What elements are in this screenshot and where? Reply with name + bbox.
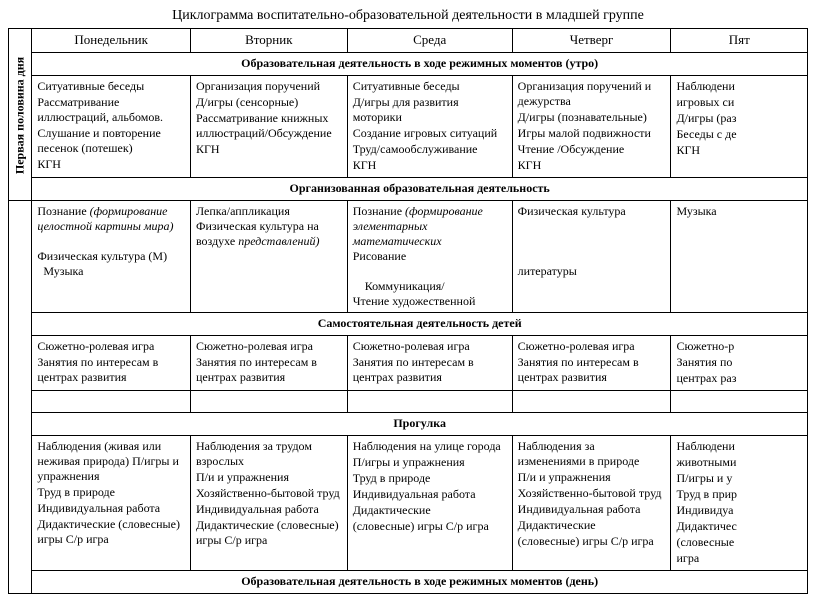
section4-header-row: Прогулка (9, 413, 808, 436)
day-wed: Среда (347, 29, 512, 53)
vertical-label: Первая половина дня (13, 55, 28, 173)
r4-tue: Наблюдения за трудом взрослыхП/и и упраж… (190, 436, 347, 571)
day-fri: Пят (671, 29, 808, 53)
r2-tue: Лепка/аппликацияФизическая культура на в… (190, 201, 347, 313)
row4: Наблюдения (живая или неживая природа) П… (9, 436, 808, 571)
r3-mon: Сюжетно-ролевая играЗанятия по интересам… (32, 336, 191, 391)
section3-header-row: Самостоятельная деятельность детей (9, 313, 808, 336)
section1-header-row: Образовательная деятельность в ходе режи… (9, 53, 808, 76)
section5-header: Образовательная деятельность в ходе режи… (32, 571, 808, 594)
spacer (9, 391, 808, 413)
spacer-cell (347, 391, 512, 413)
spacer-cell (512, 391, 671, 413)
section4-header: Прогулка (32, 413, 808, 436)
day-mon: Понедельник (32, 29, 191, 53)
section2-header: Организованная образовательная деятельно… (32, 178, 808, 201)
spacer-cell (32, 391, 191, 413)
r3-wed: Сюжетно-ролевая играЗанятия по интересам… (347, 336, 512, 391)
r4-wed: Наблюдения на улице городаП/игры и упраж… (347, 436, 512, 571)
spacer-cell (190, 391, 347, 413)
r3-fri: Сюжетно-рЗанятия поцентрах раз (671, 336, 808, 391)
r1-mon: Ситуативные беседыРассматривание иллюстр… (32, 76, 191, 178)
r2-mon: Познание (формирование целостной картины… (32, 201, 191, 313)
section5-header-row: Образовательная деятельность в ходе режи… (9, 571, 808, 594)
r4-thu: Наблюдения за изменениями в природеП/и и… (512, 436, 671, 571)
r1-thu: Организация поручений и дежурстваД/игры … (512, 76, 671, 178)
header-row: Первая половина дня Понедельник Вторник … (9, 29, 808, 53)
spacer-cell (671, 391, 808, 413)
r1-fri: Наблюдениигровых сиД/игры (разБеседы с д… (671, 76, 808, 178)
r4-mon: Наблюдения (живая или неживая природа) П… (32, 436, 191, 571)
row1: Ситуативные беседыРассматривание иллюстр… (9, 76, 808, 178)
schedule-table: Первая половина дня Понедельник Вторник … (8, 28, 808, 594)
page-title: Циклограмма воспитательно-образовательно… (8, 8, 808, 24)
day-tue: Вторник (190, 29, 347, 53)
r3-thu: Сюжетно-ролевая играЗанятия по интересам… (512, 336, 671, 391)
r1-wed: Ситуативные беседыД/игры для развития мо… (347, 76, 512, 178)
r3-tue: Сюжетно-ролевая играЗанятия по интересам… (190, 336, 347, 391)
vertical-spacer (9, 201, 32, 594)
vertical-label-cell: Первая половина дня (9, 29, 32, 201)
row3: Сюжетно-ролевая играЗанятия по интересам… (9, 336, 808, 391)
r2-thu: Физическая культуралитературы (512, 201, 671, 313)
section1-header: Образовательная деятельность в ходе режи… (32, 53, 808, 76)
day-thu: Четверг (512, 29, 671, 53)
r2-fri: Музыка (671, 201, 808, 313)
r4-fri: НаблюдениживотнымиП/игры и уТруд в прирИ… (671, 436, 808, 571)
r2-wed: Познание (формирование элементарных мате… (347, 201, 512, 313)
r1-tue: Организация порученийД/игры (сенсорные)Р… (190, 76, 347, 178)
row2: Познание (формирование целостной картины… (9, 201, 808, 313)
section3-header: Самостоятельная деятельность детей (32, 313, 808, 336)
section2-header-row: Организованная образовательная деятельно… (9, 178, 808, 201)
